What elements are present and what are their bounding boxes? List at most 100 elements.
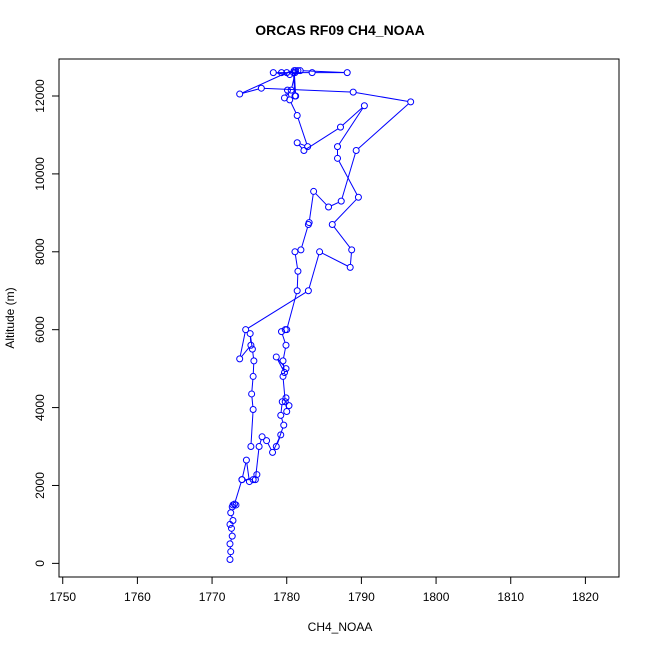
data-point [297, 246, 305, 254]
data-point [304, 143, 312, 151]
data-point [272, 353, 280, 361]
series-segment [358, 103, 409, 149]
data-point [272, 443, 280, 451]
series-segment [308, 254, 320, 288]
series-segment [342, 107, 363, 126]
data-point [278, 69, 286, 77]
data-point [354, 193, 362, 201]
data-point [278, 398, 286, 406]
data-point [348, 246, 356, 254]
data-point [230, 500, 238, 508]
series-segment [277, 359, 284, 371]
data-point [285, 402, 293, 410]
data-point [343, 69, 351, 77]
data-point [236, 90, 244, 98]
series-segment [251, 396, 254, 407]
data-point [263, 437, 271, 445]
x-tick-label: 1810 [497, 590, 524, 604]
series-segment [276, 72, 287, 75]
series-segment [239, 332, 246, 357]
data-point [277, 431, 285, 439]
data-point [249, 406, 257, 414]
x-tick-label: 1800 [423, 590, 450, 604]
x-tick-label: 1790 [348, 590, 375, 604]
data-point [251, 476, 259, 484]
series-segment [247, 291, 307, 329]
series-segment [322, 252, 348, 267]
data-point [257, 84, 265, 92]
data-point [226, 555, 234, 563]
y-axis-label: Altitude (m) [3, 287, 17, 348]
data-point [258, 433, 266, 441]
series-segment [259, 439, 262, 444]
series-segment [309, 194, 314, 220]
y-tick-label: 12000 [33, 79, 47, 113]
data-point [226, 540, 234, 548]
series-segment [331, 201, 339, 207]
data-point [283, 86, 291, 94]
data-point [282, 365, 290, 373]
series-segment [242, 88, 259, 94]
data-point [293, 287, 301, 295]
data-point [248, 390, 256, 398]
data-point [291, 248, 299, 256]
series-segment [267, 443, 272, 450]
x-tick-label: 1770 [199, 590, 226, 604]
data-point [249, 476, 257, 484]
data-point [334, 143, 342, 151]
data-point [246, 330, 254, 338]
series-segment [333, 226, 351, 248]
series-segment [303, 70, 345, 74]
series-segment [298, 144, 303, 149]
data-point [293, 139, 301, 147]
data-point [248, 345, 256, 353]
series-segment [297, 118, 308, 144]
x-tick-label: 1750 [49, 590, 76, 604]
series-segment [250, 412, 254, 444]
series-segment [246, 463, 250, 479]
x-axis: 1750 1760 1770 1780 1790 1800 1810 1820 [49, 576, 599, 604]
data-point [283, 326, 291, 334]
series-segment [264, 87, 351, 93]
x-tick-label: 1780 [273, 590, 300, 604]
data-point [305, 219, 313, 227]
series-segment [299, 143, 306, 147]
data-point [293, 111, 301, 119]
data-point [253, 471, 261, 479]
data-point [360, 102, 368, 110]
series-segment [280, 404, 283, 413]
chart-title: ORCAS RF09 CH4_NOAA [255, 22, 425, 38]
series-segment [341, 153, 356, 199]
y-tick-label: 8000 [33, 238, 47, 265]
data-point [227, 524, 235, 532]
x-axis-label: CH4_NOAA [308, 620, 373, 634]
data-point [228, 532, 236, 540]
series-segment [283, 348, 286, 358]
series-segment [251, 379, 254, 392]
series-segment [250, 336, 253, 347]
data-point [242, 326, 250, 334]
series-segment [338, 107, 364, 145]
data-point [283, 407, 291, 415]
series-layer [226, 67, 415, 563]
data-point [277, 411, 285, 419]
x-tick-label: 1820 [572, 590, 599, 604]
data-point [245, 478, 253, 486]
series-segment [349, 252, 352, 265]
series-segment [281, 418, 284, 423]
series-segment [234, 482, 242, 502]
data-point [227, 509, 235, 517]
y-tick-label: 6000 [33, 316, 47, 343]
data-point [229, 517, 237, 525]
series-segment [255, 449, 260, 477]
y-tick-label: 0 [33, 560, 47, 567]
series-segment [306, 128, 339, 150]
data-point [352, 147, 360, 155]
y-tick-label: 2000 [33, 472, 47, 499]
data-point [334, 154, 342, 162]
y-tick-label: 4000 [33, 394, 47, 421]
series-segment [252, 352, 254, 358]
data-point [269, 448, 277, 456]
x-tick-label: 1760 [124, 590, 151, 604]
data-point [287, 86, 295, 94]
